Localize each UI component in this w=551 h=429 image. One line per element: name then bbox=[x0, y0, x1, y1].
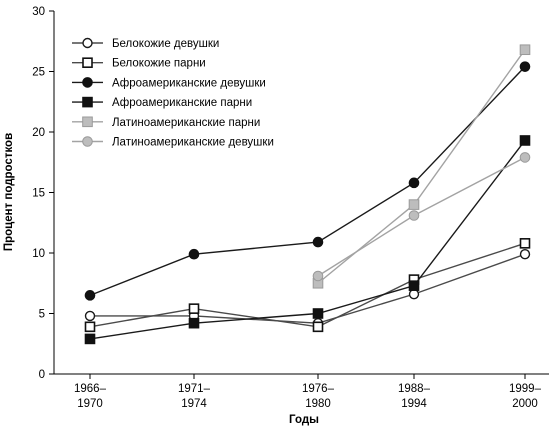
legend-marker bbox=[82, 136, 93, 147]
data-point bbox=[408, 288, 420, 300]
legend-marker bbox=[82, 57, 93, 69]
data-point bbox=[84, 321, 96, 333]
series-layer bbox=[84, 44, 531, 345]
series-4 bbox=[84, 135, 531, 345]
x-tick-label: 1971– bbox=[178, 383, 211, 395]
legend-item: Афроамериканские девушки bbox=[72, 77, 266, 89]
data-point bbox=[312, 308, 324, 319]
x-axis-title: Годы bbox=[289, 414, 319, 426]
x-tick-label: 1976– bbox=[302, 383, 335, 395]
data-point bbox=[84, 310, 96, 322]
data-point bbox=[408, 199, 420, 210]
data-point bbox=[188, 317, 200, 329]
legend-label: Белокожие парни bbox=[112, 58, 206, 70]
x-tick-label: 1994 bbox=[401, 398, 427, 410]
series-2 bbox=[84, 238, 531, 333]
data-point bbox=[408, 280, 420, 291]
y-tick-label: 0 bbox=[39, 369, 45, 381]
x-tick-label: 1980 bbox=[305, 398, 331, 410]
data-point bbox=[84, 290, 96, 301]
x-tick-label: 1966– bbox=[74, 383, 107, 395]
legend-label: Белокожие девушки bbox=[112, 38, 219, 50]
y-axis: 0 5 10 15 20 25 30 bbox=[32, 6, 54, 381]
x-tick-label: 2000 bbox=[512, 398, 538, 410]
data-point bbox=[519, 135, 531, 146]
legend-label: Латиноамериканские девушки bbox=[112, 137, 274, 149]
legend: Белокожие девушки Белокожие парни Афроамер… bbox=[72, 37, 274, 149]
legend-item: Латиноамериканские парни bbox=[72, 116, 260, 129]
y-tick-label: 30 bbox=[32, 6, 45, 18]
legend-label: Латиноамериканские парни bbox=[112, 117, 260, 129]
legend-marker bbox=[82, 116, 93, 128]
data-point bbox=[519, 152, 531, 163]
data-point bbox=[312, 236, 324, 248]
data-point bbox=[408, 177, 420, 189]
legend-marker bbox=[82, 96, 93, 108]
y-tick-label: 15 bbox=[32, 188, 45, 200]
legend-label: Афроамериканские парни bbox=[112, 97, 252, 109]
x-tick-label: 1974 bbox=[181, 398, 207, 410]
data-point bbox=[188, 248, 200, 260]
legend-item: Белокожие парни bbox=[72, 57, 206, 70]
data-point bbox=[519, 249, 531, 260]
legend-label: Афроамериканские девушки bbox=[112, 77, 266, 89]
data-point bbox=[408, 210, 420, 221]
x-tick-label: 1999– bbox=[509, 383, 542, 395]
y-tick-label: 5 bbox=[39, 309, 45, 321]
x-axis: 1966– 1970 1971– 1974 1976– 1980 1988– 1994 1999… bbox=[74, 374, 542, 410]
legend-item: Афроамериканские парни bbox=[72, 96, 252, 109]
data-point bbox=[84, 333, 96, 345]
y-tick-label: 25 bbox=[32, 67, 45, 79]
series-5 bbox=[312, 44, 531, 289]
series-3 bbox=[84, 61, 531, 301]
x-tick-label: 1970 bbox=[77, 398, 103, 410]
x-tick-label: 1988– bbox=[398, 383, 431, 395]
legend-item: Латиноамериканские девушки bbox=[72, 136, 274, 149]
series-6 bbox=[312, 152, 531, 282]
y-tick-label: 20 bbox=[32, 127, 45, 139]
y-tick-label: 10 bbox=[32, 248, 45, 260]
data-point bbox=[312, 270, 324, 282]
data-point bbox=[312, 321, 324, 333]
data-point bbox=[519, 238, 531, 249]
series-line bbox=[317, 49, 526, 284]
data-point bbox=[519, 44, 531, 56]
data-point bbox=[188, 303, 200, 314]
legend-marker bbox=[82, 77, 93, 88]
series-line bbox=[89, 140, 526, 340]
data-point bbox=[519, 61, 531, 72]
legend-marker bbox=[82, 37, 93, 49]
y-axis-title: Процент подростков bbox=[3, 133, 15, 251]
legend-item: Белокожие девушки bbox=[72, 37, 219, 50]
